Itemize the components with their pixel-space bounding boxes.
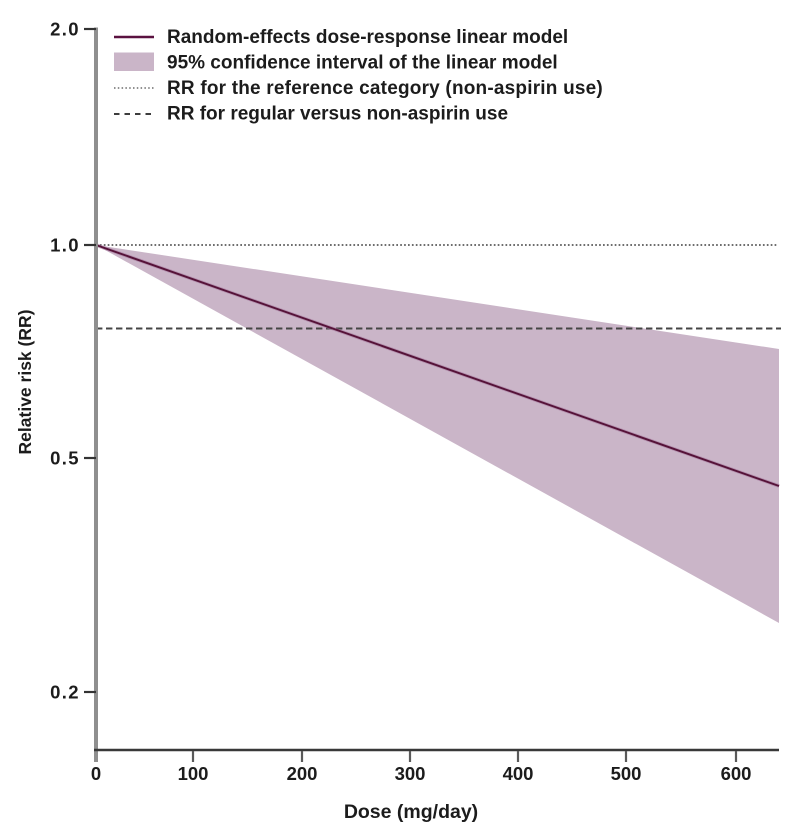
- svg-text:400: 400: [503, 763, 534, 784]
- svg-text:0.2: 0.2: [50, 682, 80, 703]
- svg-text:0.5: 0.5: [50, 448, 80, 469]
- svg-text:300: 300: [395, 763, 426, 784]
- svg-text:Random-effects dose-response l: Random-effects dose-response linear mode…: [167, 27, 568, 48]
- svg-text:RR for the reference category: RR for the reference category (non-aspir…: [167, 78, 603, 99]
- svg-text:Relative risk (RR): Relative risk (RR): [15, 310, 35, 455]
- svg-text:0: 0: [91, 763, 101, 784]
- svg-text:Dose (mg/day): Dose (mg/day): [344, 801, 478, 823]
- svg-text:95% confidence interval of the: 95% confidence interval of the linear mo…: [167, 53, 558, 74]
- svg-text:2.0: 2.0: [50, 19, 80, 40]
- svg-text:RR for regular versus non-aspi: RR for regular versus non-aspirin use: [167, 104, 508, 125]
- svg-text:500: 500: [611, 763, 642, 784]
- svg-text:1.0: 1.0: [50, 235, 80, 256]
- svg-text:200: 200: [287, 763, 318, 784]
- svg-text:600: 600: [721, 763, 752, 784]
- svg-text:100: 100: [178, 763, 209, 784]
